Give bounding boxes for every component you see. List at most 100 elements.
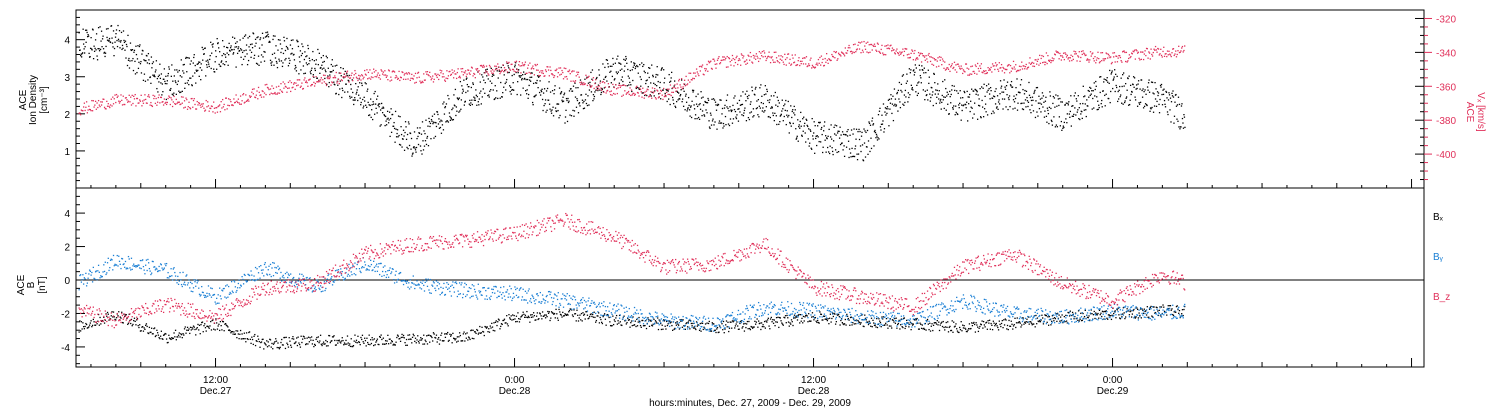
ion-density-point bbox=[295, 66, 297, 69]
bx-point bbox=[109, 318, 112, 320]
ion-density-point bbox=[591, 78, 593, 80]
velocity-point bbox=[269, 88, 272, 90]
ion-density-point bbox=[242, 58, 245, 60]
bx-point bbox=[881, 316, 883, 318]
ion-density-point bbox=[294, 64, 297, 67]
ion-density-point bbox=[1010, 80, 1013, 83]
ion-density-point bbox=[87, 34, 89, 36]
ion-density-point bbox=[332, 69, 334, 72]
bx-point bbox=[588, 317, 590, 319]
ion-density-point bbox=[782, 108, 784, 110]
bx-point bbox=[754, 323, 757, 325]
ion-density-point bbox=[1152, 92, 1154, 94]
velocity-point bbox=[1048, 59, 1050, 62]
ion-density-point bbox=[607, 66, 610, 68]
bx-point bbox=[215, 318, 217, 320]
bx-point bbox=[130, 318, 133, 321]
ion-density-point bbox=[885, 108, 888, 110]
velocity-point bbox=[877, 43, 879, 45]
ion-density-point bbox=[874, 131, 877, 134]
bx-point bbox=[763, 326, 765, 328]
velocity-point bbox=[502, 64, 504, 66]
velocity-point bbox=[260, 94, 262, 96]
ion-density-point bbox=[835, 134, 837, 136]
ion-density-point bbox=[820, 141, 822, 143]
ion-density-point bbox=[789, 122, 791, 125]
velocity-point bbox=[722, 59, 725, 61]
velocity-point bbox=[1154, 49, 1156, 51]
bx-point bbox=[148, 326, 151, 329]
ion-density-point bbox=[684, 109, 686, 111]
velocity-point bbox=[367, 78, 369, 80]
ion-density-point bbox=[246, 53, 248, 55]
bx-point bbox=[447, 340, 450, 342]
bx-point bbox=[500, 325, 502, 328]
ion-density-point bbox=[576, 98, 578, 100]
ion-density-point bbox=[225, 56, 227, 58]
ion-density-point bbox=[666, 89, 668, 91]
velocity-point bbox=[103, 98, 105, 101]
velocity-point bbox=[1097, 51, 1099, 53]
ion-density-point bbox=[422, 140, 424, 142]
ion-density-point bbox=[176, 69, 178, 71]
velocity-point bbox=[309, 78, 311, 80]
ion-density-point bbox=[174, 69, 176, 71]
ion-density-point bbox=[741, 103, 744, 106]
bx-point bbox=[740, 320, 742, 323]
ion-density-point bbox=[974, 89, 977, 91]
bx-point bbox=[347, 342, 349, 344]
velocity-point bbox=[136, 97, 138, 100]
ion-density-point bbox=[354, 97, 356, 99]
velocity-point bbox=[376, 74, 379, 76]
velocity-point bbox=[780, 55, 782, 57]
ion-density-point bbox=[236, 41, 238, 43]
velocity-point bbox=[873, 43, 876, 45]
ion-density-point bbox=[283, 36, 285, 39]
velocity-point bbox=[1065, 53, 1067, 55]
ion-density-point bbox=[523, 71, 525, 73]
ion-density-point bbox=[352, 91, 354, 94]
ion-density-point bbox=[979, 87, 981, 90]
velocity-point bbox=[1147, 57, 1149, 59]
ion-density-point bbox=[820, 128, 822, 130]
ion-density-point bbox=[659, 81, 661, 84]
ion-density-point bbox=[342, 67, 344, 70]
ion-density-point bbox=[323, 67, 325, 69]
velocity-point bbox=[320, 77, 322, 79]
ion-density-point bbox=[1078, 107, 1080, 109]
velocity-point bbox=[202, 103, 204, 105]
ion-density-point bbox=[79, 54, 82, 57]
bx-point bbox=[363, 342, 365, 345]
bx-point bbox=[319, 334, 322, 336]
ion-density-point bbox=[1094, 88, 1096, 91]
ion-density-point bbox=[1124, 101, 1126, 104]
ion-density-point bbox=[189, 63, 191, 65]
velocity-point bbox=[369, 69, 371, 71]
bx-point bbox=[685, 322, 687, 325]
bx-point bbox=[560, 314, 562, 316]
bx-point bbox=[141, 326, 143, 328]
bx-point bbox=[168, 337, 171, 339]
ion-density-point bbox=[716, 104, 719, 107]
ion-density-point bbox=[587, 95, 589, 97]
ion-density-point bbox=[880, 123, 883, 126]
ion-density-point bbox=[1084, 103, 1086, 105]
ion-density-point bbox=[943, 107, 945, 110]
ion-density-point bbox=[1085, 115, 1087, 118]
ion-density-point bbox=[1082, 102, 1084, 105]
velocity-point bbox=[227, 104, 229, 107]
velocity-point bbox=[239, 103, 241, 105]
ion-density-point bbox=[716, 128, 718, 130]
velocity-point bbox=[458, 76, 460, 79]
velocity-point bbox=[359, 75, 361, 77]
ion-density-point bbox=[547, 99, 550, 101]
velocity-point bbox=[467, 69, 469, 71]
ion-density-point bbox=[173, 92, 175, 94]
ion-density-point bbox=[881, 123, 884, 125]
ion-density-point bbox=[389, 117, 392, 120]
velocity-point bbox=[207, 101, 209, 103]
ion-density-point bbox=[1167, 99, 1170, 101]
velocity-point bbox=[428, 74, 430, 77]
ion-density-point bbox=[123, 41, 126, 44]
